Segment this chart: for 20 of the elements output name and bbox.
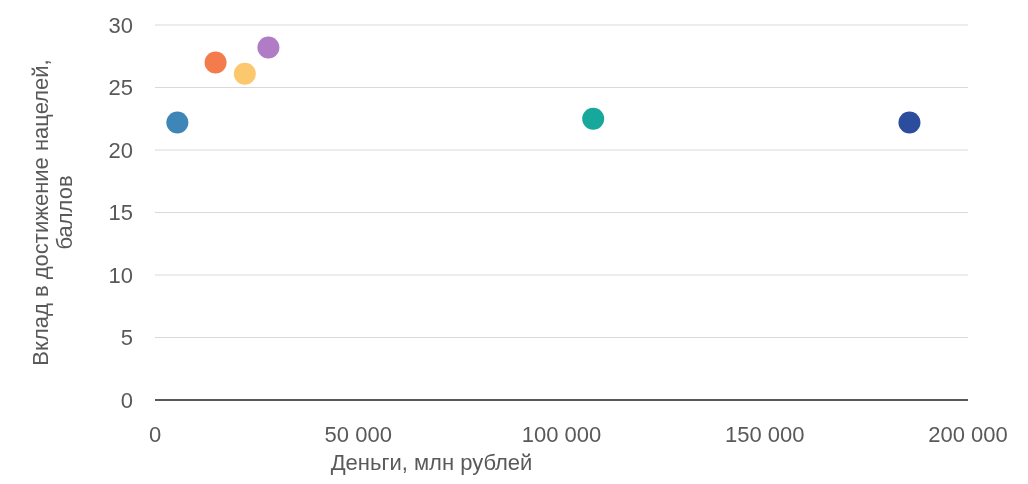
x-axis-title: Деньги, млн рублей	[330, 450, 533, 475]
x-tick-label: 50 000	[324, 422, 392, 447]
point	[898, 111, 921, 134]
y-tick-label: 20	[108, 137, 133, 163]
y-tick-label: 25	[108, 75, 133, 101]
x-tick-label: 100 000	[521, 422, 602, 447]
x-tick-label: 200 000	[928, 422, 1008, 447]
point	[257, 36, 280, 59]
y-tick-label: 30	[108, 12, 133, 38]
x-tick-label: 150 000	[724, 422, 805, 447]
point	[204, 51, 227, 74]
y-axis-title: Вклад в достижение нацелей, баллов	[28, 59, 77, 366]
y-tick-label: 0	[120, 387, 133, 413]
point	[166, 111, 189, 134]
point	[233, 62, 256, 85]
y-tick-label: 15	[108, 200, 133, 226]
x-tick-label: 0	[148, 422, 162, 447]
y-tick-label: 5	[120, 325, 133, 351]
y-tick-label: 10	[108, 262, 133, 288]
point	[582, 107, 605, 130]
